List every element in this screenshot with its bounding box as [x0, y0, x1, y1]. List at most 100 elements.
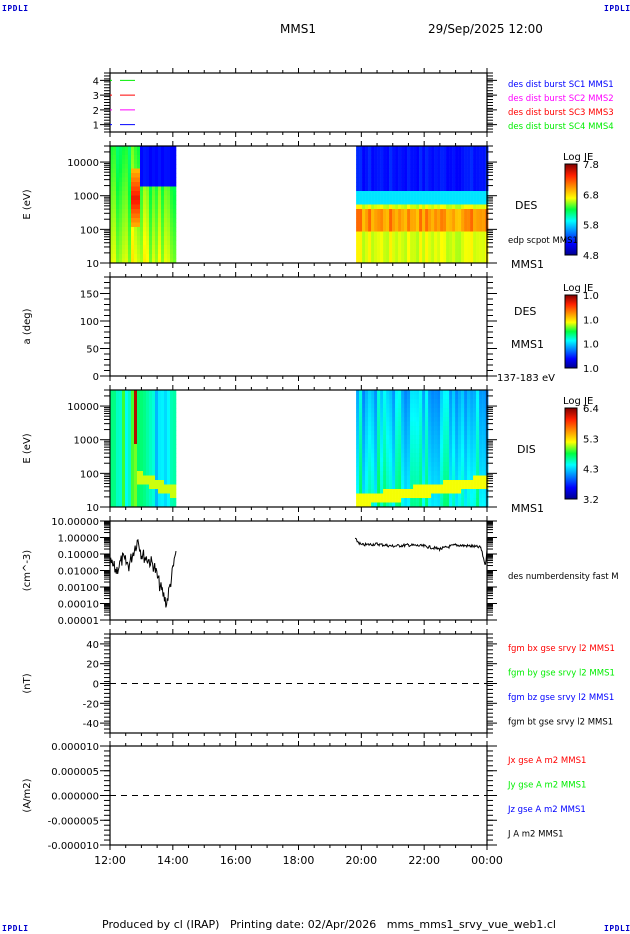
heatmap-cell	[428, 390, 432, 395]
heatmap-cell	[437, 191, 441, 196]
heatmap-cell	[434, 173, 438, 178]
y-tick-label: 3	[93, 91, 99, 102]
heatmap-cell	[125, 186, 129, 192]
heatmap-cell	[410, 227, 414, 232]
heatmap-cell	[110, 222, 114, 228]
heatmap-cell	[374, 231, 378, 237]
heatmap-cell	[425, 177, 429, 183]
heatmap-cell	[149, 159, 153, 165]
heatmap-cell	[449, 227, 453, 232]
heatmap-cell	[365, 471, 369, 476]
heatmap-cell	[473, 426, 477, 431]
heatmap-cell	[398, 209, 402, 214]
heatmap-cell	[404, 186, 408, 192]
heatmap-cell	[365, 168, 369, 174]
heatmap-cell	[476, 399, 480, 404]
heatmap-cell	[443, 435, 447, 440]
heatmap-cell	[476, 493, 480, 499]
heatmap-cell	[449, 186, 453, 192]
heatmap-cell	[143, 218, 147, 223]
heatmap-cell	[140, 200, 144, 205]
heatmap-cell	[452, 471, 456, 476]
heatmap-cell	[116, 150, 120, 156]
heatmap-cell	[467, 475, 471, 481]
heatmap-cell	[434, 421, 438, 427]
heatmap-cell	[161, 200, 165, 205]
heatmap-cell	[131, 182, 135, 187]
heatmap-cell	[152, 399, 156, 404]
heatmap-cell	[425, 475, 429, 481]
heatmap-cell	[461, 236, 465, 241]
heatmap-cell	[170, 258, 174, 264]
heatmap-cell	[419, 195, 423, 201]
heatmap-cell	[413, 195, 417, 201]
heatmap-cell	[359, 412, 363, 418]
heatmap-cell	[164, 258, 168, 264]
heatmap-cell	[161, 394, 165, 400]
heatmap-cell	[146, 258, 150, 264]
heatmap-cell	[155, 245, 159, 250]
heatmap-cell	[119, 480, 123, 485]
heatmap-cell	[380, 186, 384, 192]
heatmap-cell	[170, 412, 174, 418]
heatmap-cell	[377, 204, 381, 210]
heatmap-cell	[416, 421, 420, 427]
heatmap-cell	[419, 209, 423, 214]
heatmap-cell	[149, 493, 153, 499]
heatmap-cell	[146, 222, 150, 228]
heatmap-cell	[425, 186, 429, 192]
heatmap-cell	[470, 191, 474, 196]
heatmap-cell	[113, 390, 117, 395]
heatmap-cell	[377, 439, 381, 445]
heatmap-cell	[362, 159, 366, 165]
heatmap-cell	[446, 439, 450, 445]
heatmap-cell	[467, 222, 471, 228]
heatmap-cell	[467, 448, 471, 454]
heatmap-cell	[119, 498, 123, 503]
heatmap-cell	[449, 168, 453, 174]
heatmap-cell	[464, 408, 468, 413]
heatmap-cell	[395, 195, 399, 201]
heatmap-cell	[398, 399, 402, 404]
heatmap-cell	[479, 466, 483, 472]
heatmap-cell	[389, 480, 393, 485]
heatmap-cell	[461, 258, 465, 264]
heatmap-cell	[173, 444, 177, 449]
heatmap-cell	[452, 403, 456, 409]
heatmap-cell	[125, 394, 129, 400]
heatmap-cell	[158, 484, 162, 490]
heatmap-cell	[470, 498, 474, 503]
heatmap-cell	[146, 412, 150, 418]
heatmap-cell	[110, 462, 114, 467]
heatmap-cell	[410, 475, 414, 481]
heatmap-cell	[461, 173, 465, 178]
heatmap-cell	[137, 218, 141, 223]
heatmap-cell	[467, 177, 471, 183]
heatmap-cell	[461, 390, 465, 395]
heatmap-cell	[434, 213, 438, 219]
heatmap-cell	[374, 448, 378, 454]
heatmap-cell	[113, 227, 117, 232]
heatmap-cell	[437, 159, 441, 165]
heatmap-cell	[404, 444, 408, 449]
heatmap-cell	[158, 209, 162, 214]
heatmap-cell	[458, 150, 462, 156]
heatmap-cell	[140, 412, 144, 418]
heatmap-cell	[380, 399, 384, 404]
heatmap-cell	[125, 159, 129, 165]
heatmap-cell	[410, 173, 414, 178]
heatmap-cell	[374, 493, 378, 499]
heatmap-cell	[125, 453, 129, 458]
heatmap-cell	[389, 394, 393, 400]
heatmap-cell	[122, 168, 126, 174]
heatmap-cell	[389, 231, 393, 237]
heatmap-cell	[359, 164, 363, 169]
heatmap-cell	[464, 227, 468, 232]
heatmap-cell	[143, 426, 147, 431]
heatmap-cell	[389, 200, 393, 205]
heatmap-cell	[110, 426, 114, 431]
heatmap-cell	[458, 155, 462, 160]
heatmap-cell	[398, 462, 402, 467]
heatmap-cell	[122, 480, 126, 485]
heatmap-cell	[152, 426, 156, 431]
